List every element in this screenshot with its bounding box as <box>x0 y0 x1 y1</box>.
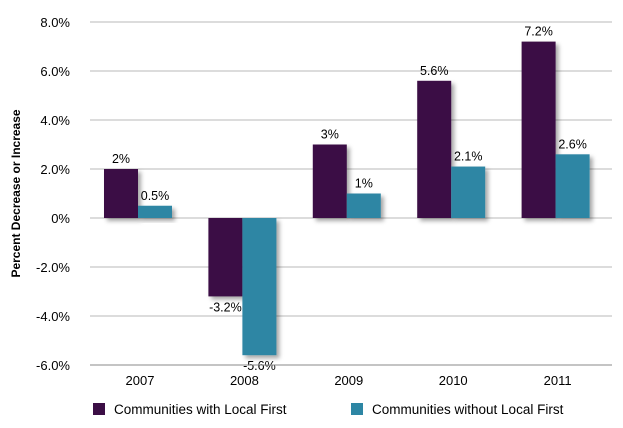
legend-label: Communities with Local First <box>114 402 287 417</box>
bar-with-local-first-2011 <box>521 41 556 218</box>
x-tick-label: 2010 <box>439 373 468 388</box>
bars <box>104 41 590 356</box>
data-label: 3% <box>321 128 339 142</box>
bar-without-local-first-2010 <box>451 166 486 218</box>
data-label: 7.2% <box>524 25 553 39</box>
bar-without-local-first-2008 <box>242 218 277 356</box>
data-label: 0.5% <box>141 189 170 203</box>
x-tick-label: 2009 <box>334 373 363 388</box>
y-tick-label: -6.0% <box>36 358 70 373</box>
y-tick-label: 4.0% <box>40 113 70 128</box>
data-label: -3.2% <box>209 300 242 314</box>
data-label: 5.6% <box>420 64 449 78</box>
y-tick-label: 6.0% <box>40 64 70 79</box>
y-axis-ticks: 8.0% 6.0% 4.0% 2.0% 0% -2.0% -4.0% -6.0% <box>36 15 70 373</box>
bar-with-local-first-2010 <box>417 80 452 218</box>
y-tick-label: 0% <box>51 211 70 226</box>
data-label: -5.6% <box>243 359 276 373</box>
data-label: 2% <box>112 152 130 166</box>
bar-without-local-first-2011 <box>555 154 590 218</box>
legend-swatch <box>351 403 363 415</box>
data-label: 1% <box>355 177 373 191</box>
data-label: 2.6% <box>558 137 587 151</box>
bar-without-local-first-2007 <box>138 205 172 218</box>
x-tick-label: 2008 <box>230 373 259 388</box>
y-tick-label: -2.0% <box>36 260 70 275</box>
legend-label: Communities without Local First <box>372 402 564 417</box>
x-axis-ticks: 2007 2008 2009 2010 2011 <box>126 373 572 388</box>
y-tick-label: 2.0% <box>40 162 70 177</box>
bar-with-local-first-2007 <box>104 169 138 218</box>
x-tick-label: 2011 <box>544 373 572 388</box>
x-tick-label: 2007 <box>126 373 155 388</box>
y-tick-label: -4.0% <box>36 309 70 324</box>
y-tick-label: 8.0% <box>40 15 70 30</box>
data-label: 2.1% <box>454 150 483 164</box>
bar-with-local-first-2008 <box>208 218 243 297</box>
legend-swatch <box>93 403 105 415</box>
legend: Communities with Local First Communities … <box>93 402 564 417</box>
y-axis-label: Percent Decrease or Increase <box>9 109 23 277</box>
bar-with-local-first-2009 <box>312 144 347 218</box>
bar-without-local-first-2009 <box>346 193 381 218</box>
data-labels: 2% 0.5% -3.2% -5.6% 3% 1% 5.6% 2.1% 7.2% 2.6% <box>112 25 587 374</box>
